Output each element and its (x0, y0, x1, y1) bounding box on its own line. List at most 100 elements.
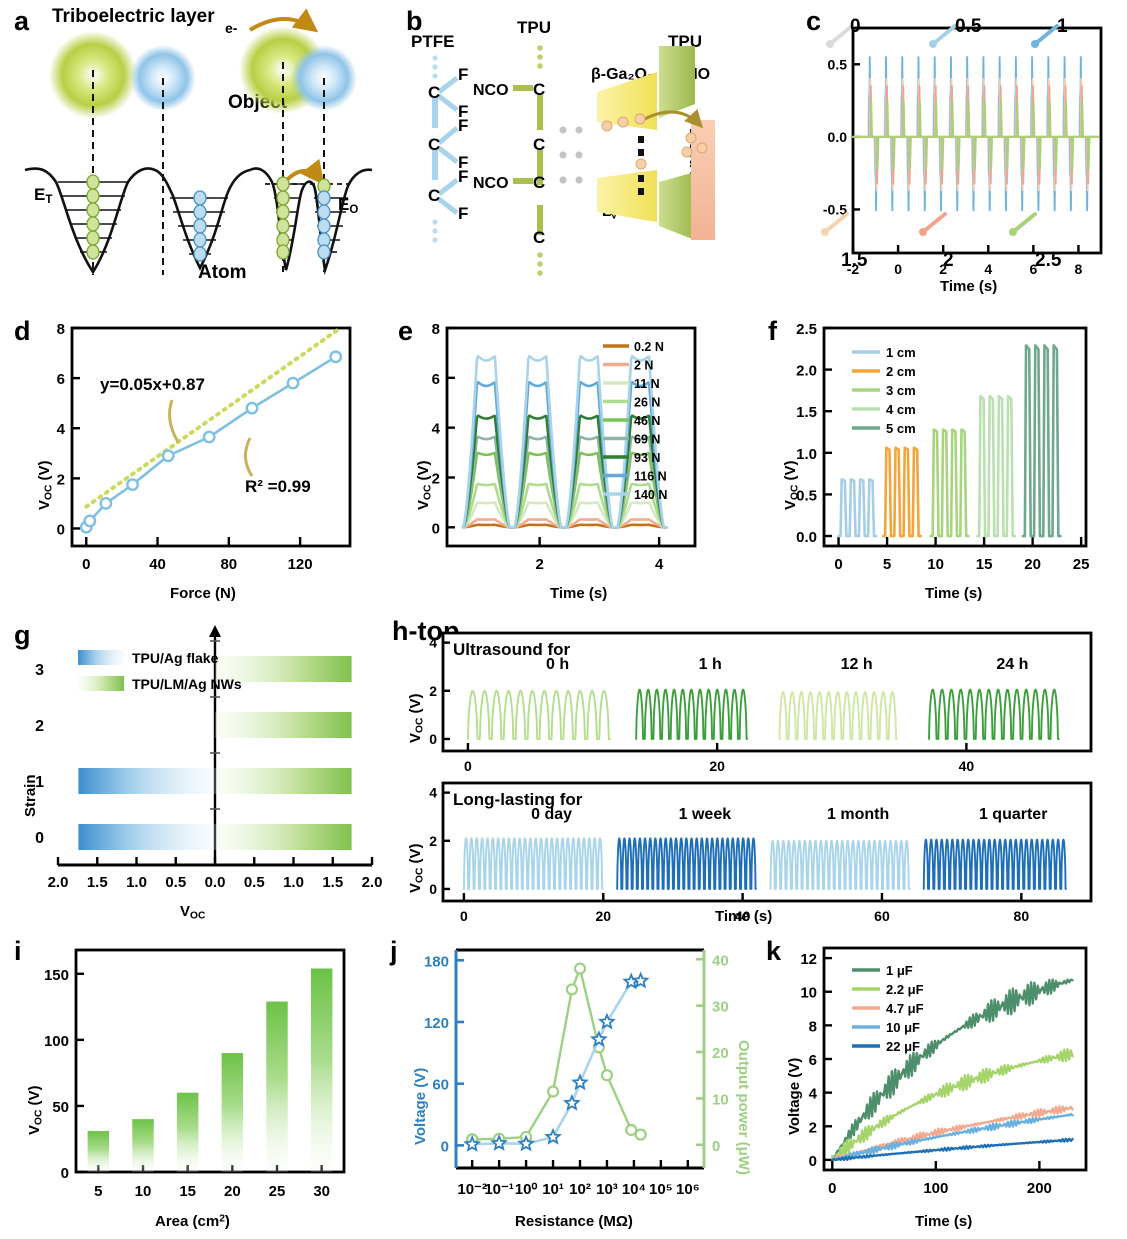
bar-right-strain-1 (215, 768, 352, 794)
voltage-point-7 (598, 1012, 616, 1030)
annotation-pointer (1033, 24, 1059, 46)
panel-a-atom-label: Atom (198, 262, 247, 283)
axis-tick-label: 2.5 (796, 321, 817, 338)
axis-tick-label: 4 (432, 421, 441, 438)
panel-h-bottom-ylabel: VOC (V) (407, 843, 426, 893)
segment-24-h (928, 688, 1060, 740)
segment-label-2: 1 month (827, 806, 889, 823)
data-point-2 (99, 497, 113, 510)
axis-tick-label: 0 (429, 881, 437, 897)
svg-text:F: F (458, 204, 468, 223)
panel-label-e: e (398, 316, 414, 346)
axis-tick-label: 1.5 (796, 404, 817, 421)
xtick-0: 10⁻² (457, 1181, 487, 1198)
panel-label-b: b (406, 6, 423, 36)
axis-tick-label: 10 (712, 1091, 729, 1108)
electrons-right-blue (317, 178, 331, 260)
r-squared-label: R² =0.99 (245, 477, 311, 496)
xtick-8: 10⁶ (676, 1181, 700, 1198)
power-point-8 (625, 1123, 638, 1137)
panel-label-k: k (766, 936, 782, 966)
segment-1-quarter (922, 838, 1067, 890)
legend-label-8: 140 N (634, 488, 667, 502)
data-point-7 (286, 376, 300, 390)
axis-tick-label: 8 (809, 1018, 817, 1035)
axis-tick-label: 1.0 (126, 874, 147, 891)
data-point-4 (161, 449, 175, 463)
panel-label-i: i (14, 936, 22, 966)
segment-label-1: 1 h (699, 656, 722, 673)
axis-tick-label: 10 (927, 556, 944, 573)
legend-swatch-1 (78, 676, 124, 691)
panel-i: VOC (V) 0 50 100 150 5 10 15 20 25 30 Area (cm2) (0, 930, 390, 1239)
panel-g-xlabel: VOC (180, 903, 206, 922)
electrons-left-blue (193, 190, 207, 262)
panel-d-xlabel: Force (N) (170, 585, 236, 602)
axis-tick-label: 4 (429, 785, 437, 801)
axis-tick-label: 0.0 (205, 874, 226, 891)
axis-tick-label: 20 (1024, 556, 1041, 573)
axis-tick-label: 0.0 (828, 129, 848, 145)
panel-e: VOC (V) 0 2 4 6 8 2 4 0.2 N 2 N 11 N 26 N 46 N 69 N 9… (385, 310, 760, 610)
electron-arrow-well (283, 158, 325, 186)
panel-k-xlabel: Time (s) (915, 1213, 973, 1230)
axis-tick-label: 40 (712, 952, 729, 969)
axis-tick-label: 120 (288, 556, 313, 573)
annotation-pointer (921, 212, 947, 234)
axis-tick-label: 60 (874, 908, 890, 924)
axis-tick-label: 4 (809, 1086, 818, 1103)
axis-tick-label: 8 (432, 321, 440, 338)
axis-tick-label: 2 (57, 471, 65, 488)
eq-pointer-curve (168, 399, 180, 443)
axis-tick-label: 1.5 (322, 874, 343, 891)
axis-tick-label: 80 (1014, 908, 1030, 924)
bar-right-strain-2 (215, 712, 352, 738)
bar-5 (87, 1131, 110, 1172)
legend-label-1: 2 N (634, 359, 653, 373)
panel-j-ylabel-right: Output power (μW) (735, 1040, 752, 1175)
svg-text:C: C (428, 186, 440, 205)
svg-text:C: C (533, 80, 545, 99)
axis-tick-label: 200 (1027, 1180, 1052, 1197)
legend-label-2: 4.7 μF (886, 1001, 924, 1016)
data-point-1 (83, 514, 97, 528)
xtick-7: 10⁵ (649, 1181, 673, 1198)
annotation-label: 0.5 (955, 16, 982, 37)
linear-fit-line (84, 326, 342, 509)
legend-label-0: 1 cm (886, 345, 916, 360)
axis-tick-label: 0 (834, 556, 842, 573)
legend-label-2: 11 N (634, 377, 660, 391)
segment-1-week (616, 837, 757, 890)
panel-j: Voltage (V) Output power (μW) 0 60 120 180 0… (380, 930, 765, 1239)
panel-label-d: d (14, 316, 31, 346)
axis-tick-label: 0 (894, 261, 902, 277)
axis-tick-label: 0.5 (165, 874, 186, 891)
xtick-4: 10² (569, 1181, 591, 1198)
series-3-cm (929, 428, 970, 538)
ptfe-label: PTFE (411, 32, 455, 51)
axis-tick-label: 15 (976, 556, 993, 573)
xtick-1: 10⁻¹ (484, 1181, 514, 1198)
axis-tick-label: 1.0 (283, 874, 304, 891)
annotation-pointer (828, 24, 854, 46)
axis-tick-label: 4 (984, 261, 992, 277)
axis-tick-label: 20 (709, 758, 725, 774)
axis-tick-label: 0 (441, 1138, 449, 1155)
legend-label-2: 3 cm (886, 383, 916, 398)
axis-tick-label: 2.0 (796, 363, 817, 380)
svg-text:F: F (458, 116, 468, 135)
panel-h-top-ylabel: VOC (V) (407, 693, 426, 743)
legend-label-7: 116 N (634, 470, 667, 484)
legend-label-0: 1 μF (886, 963, 913, 978)
panel-a-ET-label: ET (34, 185, 53, 206)
annotation-label: 1 (1057, 16, 1068, 37)
xtick-10: 10 (135, 1183, 152, 1200)
r2-pointer-curve (244, 437, 254, 477)
panel-label-a: a (14, 6, 30, 36)
legend-label-5: 69 N (634, 433, 660, 447)
data-point-6 (245, 401, 259, 415)
panel-k: Voltage (V) 0 2 4 6 8 10 12 0 100 200 1 μF 2.2 μF 4.… (760, 930, 1127, 1239)
axis-tick-label: 2 (429, 833, 437, 849)
svg-text:F: F (458, 167, 468, 186)
annotation-pointer (1011, 212, 1037, 234)
